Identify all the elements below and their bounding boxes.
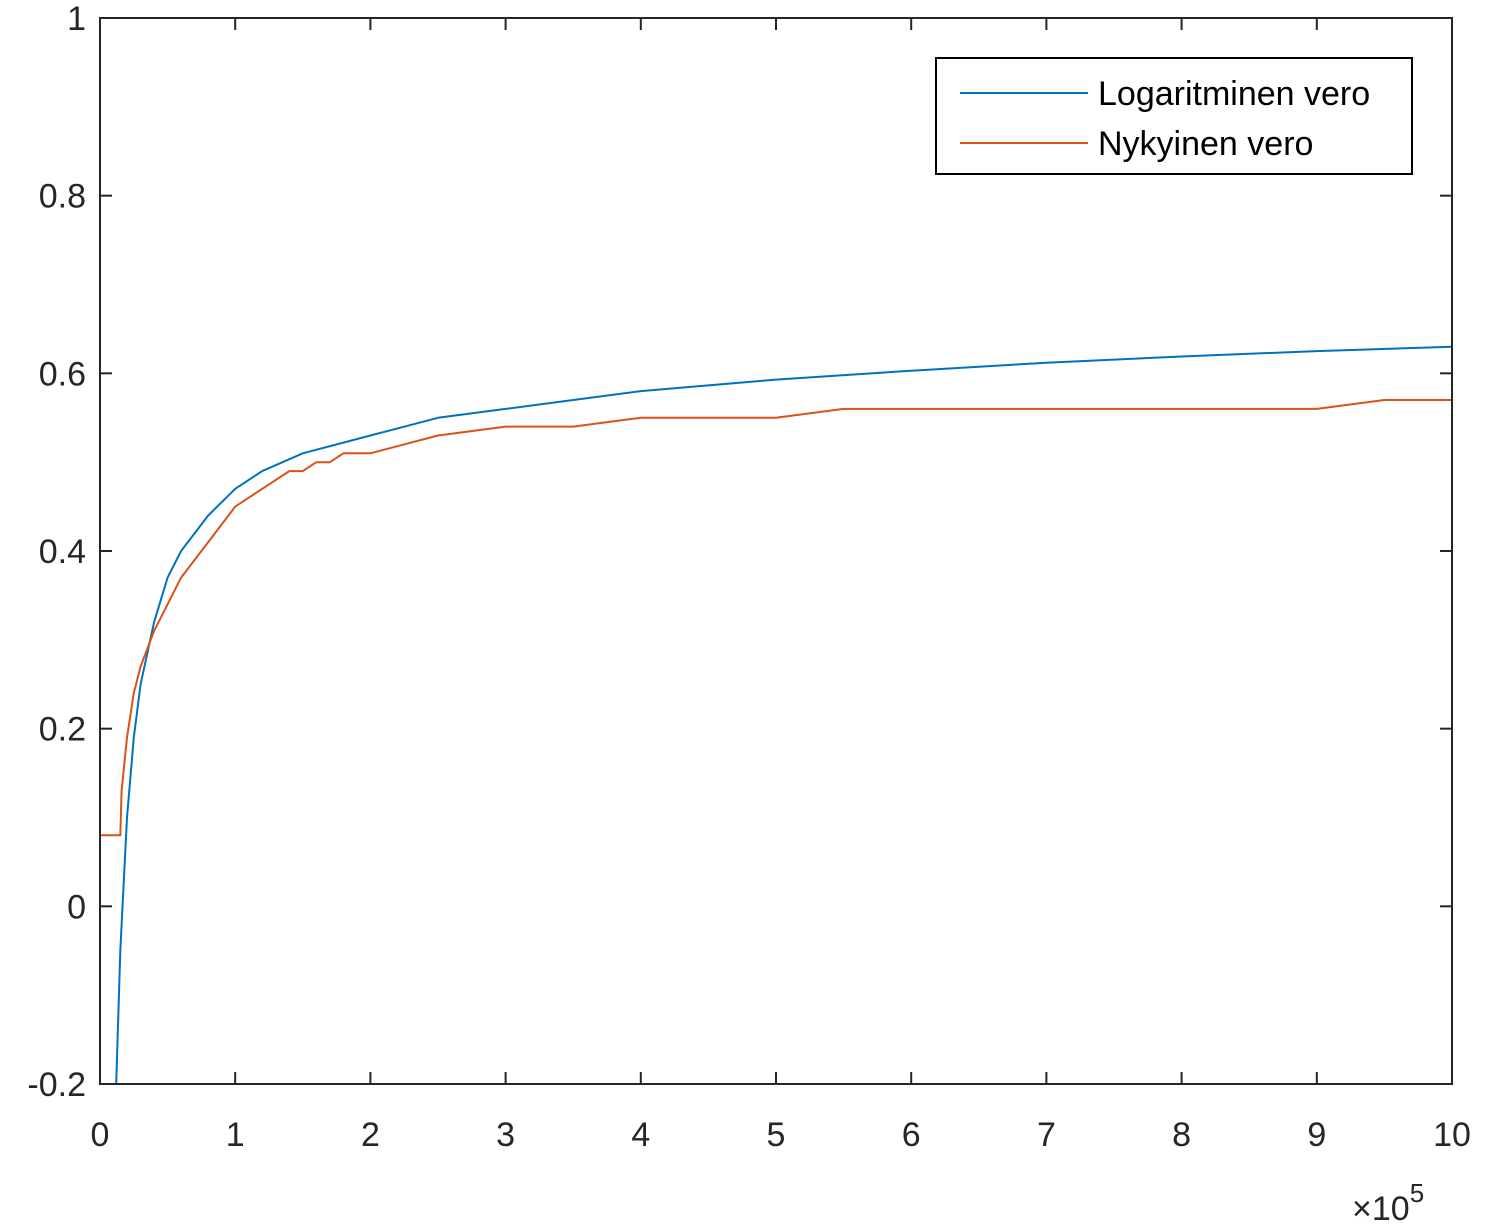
x-tick-label-8: 8	[1172, 1116, 1191, 1154]
series-line-logaritminen-vero	[115, 345, 1453, 1085]
plot-background	[100, 18, 1452, 1084]
y-tick-label-0: 0	[67, 888, 86, 926]
legend-label-logaritminen-vero: Logaritminen vero	[1098, 75, 1370, 113]
legend-box	[935, 57, 1413, 175]
x-tick-label-6: 6	[902, 1116, 921, 1154]
tick-layer: 0 1 2 3 4 5 6 7 8 9 10-0.200.20.40.60.81	[27, 0, 1471, 1154]
x-tick-label-1: 1	[226, 1116, 245, 1154]
x-tick-label-5: 5	[767, 1116, 786, 1154]
x-exponent-power: 5	[1410, 1178, 1424, 1208]
y-tick-label-0.4: 0.4	[39, 533, 86, 571]
y-tick-label-0.8: 0.8	[39, 178, 86, 216]
x-exponent-multiplier: ×105	[1352, 1178, 1424, 1228]
x-tick-label-3: 3	[496, 1116, 515, 1154]
x-tick-label-4: 4	[631, 1116, 650, 1154]
legend: Logaritminen vero Nykyinen vero	[935, 57, 1413, 175]
y-tick-label-1: 1	[67, 0, 86, 38]
x-tick-label-0: 0	[91, 1116, 110, 1154]
x-tick-label-2: 2	[361, 1116, 380, 1154]
y-tick-label--0.2: -0.2	[27, 1066, 86, 1104]
series-layer	[100, 345, 1453, 1085]
x-tick-label-10: 10	[1433, 1116, 1471, 1154]
plot-box	[99, 17, 1453, 1085]
x-tick-label-7: 7	[1037, 1116, 1056, 1154]
x-tick-label-9: 9	[1307, 1116, 1326, 1154]
series-line-nykyinen-vero	[100, 399, 1452, 837]
y-tick-label-0.2: 0.2	[39, 711, 86, 749]
legend-label-nykyinen-vero: Nykyinen vero	[1098, 125, 1313, 163]
y-tick-label-0.6: 0.6	[39, 355, 86, 393]
